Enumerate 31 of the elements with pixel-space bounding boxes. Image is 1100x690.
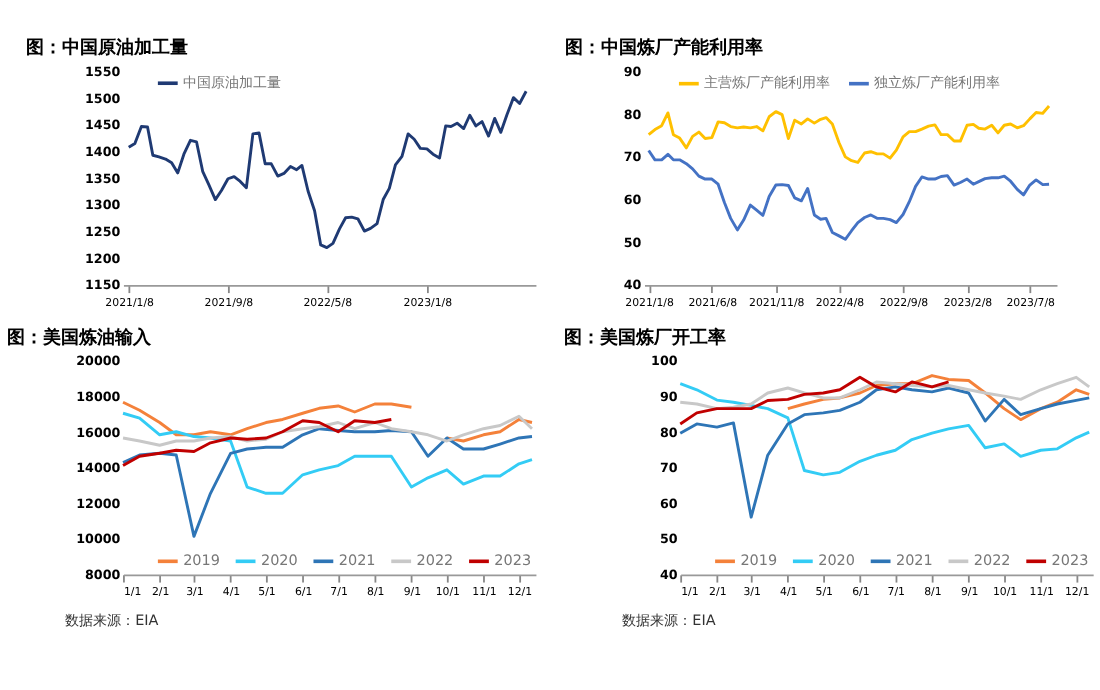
line-series [678,375,1091,411]
legend-label: 主营炼厂产能利用率 [704,73,831,92]
line-series [678,385,1091,519]
line-series [678,382,1091,477]
chart-title: 图：美国炼厂开工率 [564,326,727,349]
chart-title: 图：中国炼厂产能利用率 [564,37,763,60]
legend-label: 2021 [895,550,933,569]
line-series [786,374,1091,422]
line-series [121,418,393,468]
legend-label: 2022 [973,550,1011,569]
legend-label: 2023 [494,550,532,569]
chart-title: 图：美国炼油输入 [7,326,154,349]
line-series [647,149,1051,241]
line-series [121,411,534,495]
legend-label: 2019 [740,550,778,569]
chart-title: 图：中国原油加工量 [26,37,189,60]
legend-label: 2020 [260,550,299,569]
line-series [121,427,534,538]
legend-label: 2023 [1051,550,1090,569]
legend-label: 独立炼厂产能利用率 [874,73,1001,92]
line-series [678,375,951,426]
line-series [647,104,1051,164]
source-note: 数据来源：EIA [622,611,716,630]
line-series [127,89,528,250]
legend-label: 2022 [416,550,454,569]
legend-label: 2021 [338,550,376,569]
line-series [121,414,534,447]
source-note: 数据来源：EIA [65,611,159,630]
legend-label: 2019 [183,550,221,569]
legend-label: 2020 [818,550,856,569]
legend-label: 中国原油加工量 [183,72,282,91]
